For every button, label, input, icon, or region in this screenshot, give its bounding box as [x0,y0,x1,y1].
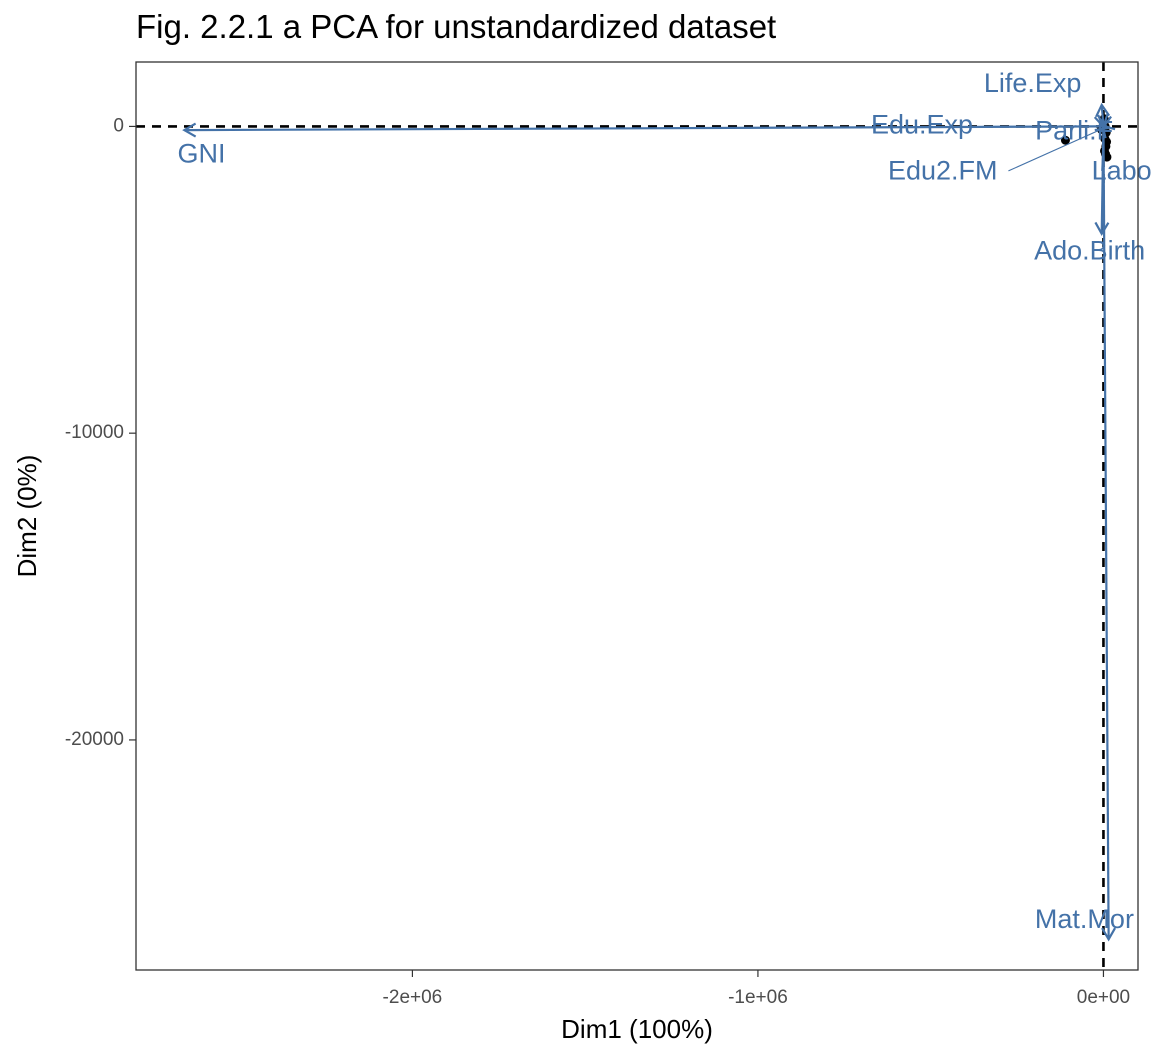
variable-label: Labo.FM [1092,156,1152,186]
data-point [1060,135,1070,145]
arrow-shaft [1102,126,1110,940]
y-axis-title: Dim2 (0%) [12,455,42,578]
x-axis-title: Dim1 (100%) [561,1014,713,1044]
arrow-head [1101,927,1117,942]
variable-label: Mat.Mor [1035,904,1134,934]
variable-label: GNI [177,139,225,169]
x-tick-label: -1e+06 [728,987,788,1008]
variable-label: Edu2.FM [888,156,998,186]
x-tick-label: -2e+06 [383,987,443,1008]
variable-label: Edu.Exp [871,110,973,140]
variable-label: Life.Exp [984,68,1082,98]
variable-label: Ado.Birth [1034,235,1145,265]
arrow-head [182,122,197,138]
x-tick-label: 0e+00 [1077,987,1130,1008]
variable-arrow-gni [182,122,1104,138]
arrow-head [1095,102,1111,118]
label-leader-line [1008,128,1103,172]
chart-title: Fig. 2.2.1 a PCA for unstandardized data… [136,8,777,45]
label-leader-line [982,125,1103,127]
y-tick-label: -10000 [65,422,124,443]
variable-label: Parli.F [1035,116,1113,146]
label-leader-line [1101,127,1105,171]
y-tick-label: 0 [113,115,124,136]
variable-arrow-mat-mor [1101,126,1117,942]
plot-panel [136,62,1138,970]
arrow-head [1094,221,1110,236]
plot-border [135,61,1139,971]
arrow-shaft [184,125,1104,132]
y-tick-label: -20000 [65,729,124,750]
